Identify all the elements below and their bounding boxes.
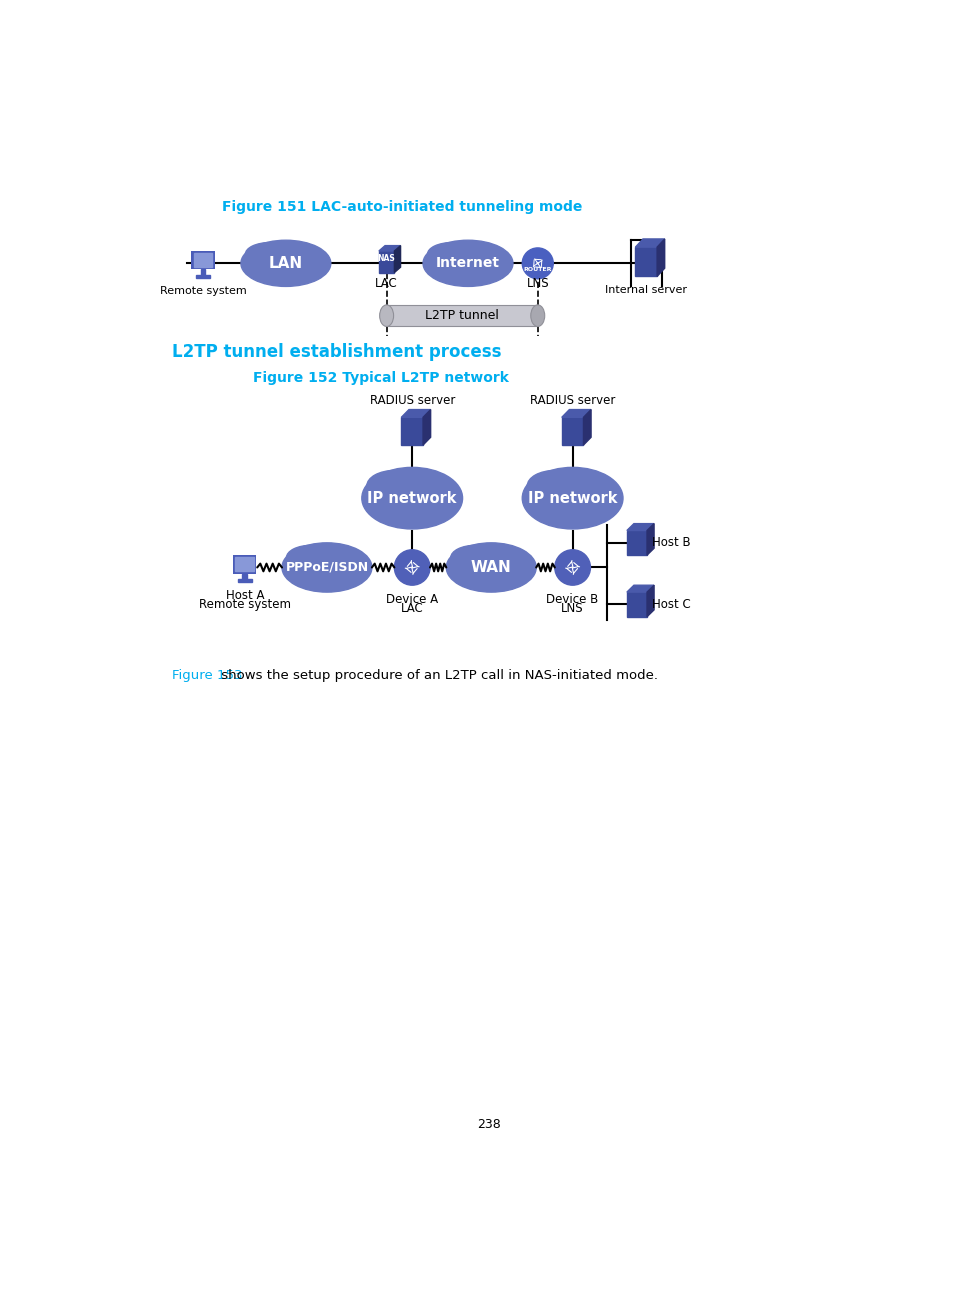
Text: ROUTER: ROUTER bbox=[523, 267, 552, 272]
Polygon shape bbox=[422, 410, 430, 445]
Bar bbox=[242, 574, 247, 579]
Polygon shape bbox=[635, 238, 664, 248]
Text: Host C: Host C bbox=[652, 597, 691, 610]
Text: NAS: NAS bbox=[377, 254, 395, 263]
Bar bbox=[561, 417, 583, 445]
Text: LAN: LAN bbox=[269, 255, 303, 271]
Ellipse shape bbox=[307, 544, 347, 565]
Polygon shape bbox=[401, 410, 430, 417]
Text: L2TP tunnel: L2TP tunnel bbox=[425, 310, 498, 323]
Ellipse shape bbox=[521, 468, 622, 529]
Bar bbox=[193, 253, 212, 267]
Ellipse shape bbox=[282, 543, 372, 592]
Text: LAC: LAC bbox=[400, 603, 423, 616]
Ellipse shape bbox=[471, 544, 511, 565]
Ellipse shape bbox=[521, 248, 553, 279]
Ellipse shape bbox=[482, 547, 527, 569]
Ellipse shape bbox=[402, 473, 452, 500]
Ellipse shape bbox=[317, 547, 362, 569]
Text: Internet: Internet bbox=[436, 257, 499, 271]
Polygon shape bbox=[646, 586, 654, 617]
Bar bbox=[235, 557, 253, 572]
Text: PPPoE/ISDN: PPPoE/ISDN bbox=[285, 561, 368, 574]
Text: WAN: WAN bbox=[471, 560, 511, 575]
Text: LNS: LNS bbox=[560, 603, 583, 616]
Text: Device B: Device B bbox=[546, 592, 598, 607]
Text: Figure 151 LAC-auto-initiated tunneling mode: Figure 151 LAC-auto-initiated tunneling … bbox=[221, 200, 581, 214]
Ellipse shape bbox=[458, 244, 503, 264]
Ellipse shape bbox=[549, 470, 595, 495]
Polygon shape bbox=[583, 410, 591, 445]
Ellipse shape bbox=[361, 468, 462, 529]
Bar bbox=[200, 270, 205, 275]
Bar bbox=[626, 530, 646, 555]
Polygon shape bbox=[626, 524, 654, 530]
Text: Host B: Host B bbox=[652, 537, 690, 550]
Text: L2TP tunnel establishment process: L2TP tunnel establishment process bbox=[172, 343, 501, 362]
Ellipse shape bbox=[389, 470, 435, 495]
Ellipse shape bbox=[446, 543, 536, 592]
Ellipse shape bbox=[276, 244, 321, 264]
Text: LNS: LNS bbox=[526, 277, 549, 290]
Ellipse shape bbox=[241, 240, 331, 286]
Ellipse shape bbox=[379, 305, 394, 327]
Polygon shape bbox=[394, 246, 400, 272]
Ellipse shape bbox=[367, 470, 422, 502]
Ellipse shape bbox=[555, 550, 590, 586]
Text: RADIUS server: RADIUS server bbox=[369, 394, 455, 407]
Ellipse shape bbox=[562, 473, 612, 500]
Ellipse shape bbox=[394, 550, 430, 586]
Ellipse shape bbox=[447, 242, 488, 262]
Polygon shape bbox=[561, 410, 591, 417]
Text: shows the setup procedure of an L2TP call in NAS-initiated mode.: shows the setup procedure of an L2TP cal… bbox=[216, 669, 658, 682]
Ellipse shape bbox=[451, 546, 499, 570]
Bar bbox=[635, 248, 657, 276]
Text: IP network: IP network bbox=[527, 491, 617, 505]
Bar bbox=[237, 579, 252, 582]
Polygon shape bbox=[626, 586, 654, 592]
Bar bbox=[626, 592, 646, 617]
Text: Internal server: Internal server bbox=[604, 285, 686, 295]
Text: Remote system: Remote system bbox=[159, 286, 246, 297]
Text: Device A: Device A bbox=[386, 592, 437, 607]
Text: IP network: IP network bbox=[367, 491, 456, 505]
Ellipse shape bbox=[265, 242, 306, 262]
Text: Figure 152 Typical L2TP network: Figure 152 Typical L2TP network bbox=[253, 371, 508, 385]
Ellipse shape bbox=[527, 470, 582, 502]
Polygon shape bbox=[646, 524, 654, 555]
Polygon shape bbox=[657, 238, 664, 276]
Bar bbox=[192, 251, 214, 270]
Ellipse shape bbox=[286, 546, 335, 570]
Bar bbox=[386, 305, 537, 327]
Bar bbox=[401, 417, 422, 445]
Bar bbox=[233, 555, 256, 574]
Text: Figure 153: Figure 153 bbox=[172, 669, 242, 682]
Text: 238: 238 bbox=[476, 1117, 500, 1130]
Ellipse shape bbox=[530, 305, 544, 327]
Ellipse shape bbox=[427, 242, 476, 266]
Text: RADIUS server: RADIUS server bbox=[529, 394, 615, 407]
Text: LAC: LAC bbox=[375, 277, 397, 290]
Bar bbox=[195, 275, 210, 277]
Text: Remote system: Remote system bbox=[198, 599, 291, 612]
Bar bbox=[378, 251, 394, 272]
Ellipse shape bbox=[422, 240, 513, 286]
Polygon shape bbox=[378, 246, 400, 251]
Text: Host A: Host A bbox=[225, 588, 264, 603]
Ellipse shape bbox=[245, 242, 294, 266]
